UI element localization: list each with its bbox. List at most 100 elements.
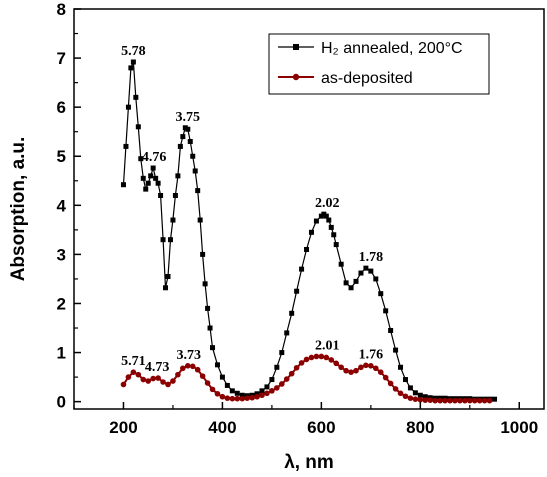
- data-point-as-deposited: [372, 365, 379, 372]
- data-point-h-annealed-200-c: [294, 288, 300, 294]
- data-point-as-deposited: [382, 374, 389, 381]
- data-point-as-deposited: [348, 369, 354, 375]
- peak-label: 3.73: [177, 348, 202, 363]
- peak-label: 1.76: [359, 347, 384, 362]
- data-point-h-annealed-200-c: [165, 273, 171, 279]
- data-point-h-annealed-200-c: [120, 182, 126, 188]
- peak-label: 2.02: [315, 196, 340, 211]
- data-point-as-deposited: [288, 370, 295, 377]
- data-point-h-annealed-200-c: [160, 237, 166, 243]
- data-point-h-annealed-200-c: [398, 364, 404, 370]
- data-point-h-annealed-200-c: [234, 390, 240, 396]
- y-tick-label: 2: [57, 294, 66, 313]
- data-point-h-annealed-200-c: [158, 193, 164, 199]
- data-point-h-annealed-200-c: [130, 59, 136, 65]
- legend-marker-as-deposited: [292, 73, 300, 81]
- data-point-as-deposited: [308, 354, 315, 361]
- data-point-h-annealed-200-c: [313, 218, 319, 224]
- data-point-h-annealed-200-c: [180, 134, 186, 140]
- data-point-h-annealed-200-c: [202, 281, 208, 287]
- data-point-h-annealed-200-c: [373, 276, 379, 282]
- legend-entry-h2-annealed: H₂ annealed, 200°C: [278, 40, 463, 57]
- data-point-as-deposited: [130, 369, 137, 375]
- data-point-as-deposited: [466, 397, 473, 404]
- data-point-as-deposited: [318, 353, 325, 360]
- data-point-as-deposited: [462, 397, 468, 404]
- data-point-as-deposited: [486, 397, 493, 404]
- data-point-as-deposited: [125, 374, 132, 380]
- y-tick-label: 5: [57, 147, 66, 166]
- data-point-h-annealed-200-c: [492, 396, 498, 402]
- data-point-as-deposited: [323, 354, 330, 361]
- data-point-as-deposited: [452, 397, 458, 404]
- data-point-as-deposited: [239, 395, 246, 402]
- data-point-as-deposited: [204, 380, 211, 386]
- data-point-h-annealed-200-c: [279, 350, 285, 356]
- data-point-h-annealed-200-c: [264, 384, 270, 390]
- data-point-as-deposited: [481, 397, 488, 404]
- data-point-h-annealed-200-c: [138, 156, 144, 162]
- data-point-as-deposited: [368, 363, 374, 369]
- data-point-as-deposited: [269, 388, 275, 394]
- data-point-as-deposited: [264, 390, 270, 397]
- x-tick-label: 800: [406, 418, 434, 437]
- data-point-h-annealed-200-c: [170, 217, 176, 223]
- data-point-as-deposited: [407, 395, 414, 402]
- data-point-as-deposited: [397, 390, 404, 397]
- y-tick-label: 8: [57, 0, 66, 19]
- data-point-as-deposited: [422, 397, 429, 403]
- legend-entry-as-deposited: as-deposited: [278, 70, 413, 87]
- data-point-h-annealed-200-c: [177, 143, 183, 149]
- x-axis-title: λ, nm: [284, 452, 334, 473]
- data-point-as-deposited: [283, 376, 290, 382]
- data-point-h-annealed-200-c: [163, 285, 169, 291]
- legend-label-h2-annealed: H₂ annealed, 200°C: [321, 40, 463, 57]
- data-point-h-annealed-200-c: [190, 153, 196, 159]
- data-point-h-annealed-200-c: [210, 345, 216, 351]
- data-point-as-deposited: [417, 396, 424, 403]
- data-point-as-deposited: [471, 397, 478, 404]
- data-point-as-deposited: [209, 386, 216, 393]
- data-point-as-deposited: [442, 397, 448, 404]
- data-point-h-annealed-200-c: [304, 246, 310, 252]
- data-point-h-annealed-200-c: [185, 126, 191, 132]
- data-point-as-deposited: [150, 375, 156, 382]
- data-point-as-deposited: [457, 397, 463, 404]
- data-point-h-annealed-200-c: [128, 65, 134, 71]
- data-point-as-deposited: [447, 397, 453, 404]
- peak-label: 5.71: [121, 354, 146, 369]
- data-point-h-annealed-200-c: [172, 193, 178, 199]
- data-point-as-deposited: [234, 395, 241, 402]
- data-point-h-annealed-200-c: [331, 232, 337, 238]
- data-point-h-annealed-200-c: [348, 285, 354, 291]
- data-point-h-annealed-200-c: [135, 124, 141, 130]
- data-point-h-annealed-200-c: [195, 188, 201, 194]
- peak-label: 5.78: [121, 44, 146, 59]
- data-point-h-annealed-200-c: [412, 390, 418, 396]
- data-point-h-annealed-200-c: [378, 291, 384, 297]
- data-point-as-deposited: [259, 392, 265, 399]
- peak-label: 1.78: [359, 250, 384, 265]
- data-point-as-deposited: [199, 373, 206, 379]
- data-point-h-annealed-200-c: [229, 388, 235, 394]
- data-point-h-annealed-200-c: [143, 186, 149, 192]
- data-point-h-annealed-200-c: [219, 374, 225, 380]
- y-tick-label: 4: [57, 196, 67, 215]
- data-point-as-deposited: [338, 364, 344, 371]
- peak-label: 4.76: [142, 150, 167, 165]
- data-point-h-annealed-200-c: [145, 180, 151, 186]
- plot-frame: [73, 8, 545, 410]
- data-point-h-annealed-200-c: [284, 330, 290, 336]
- data-point-h-annealed-200-c: [197, 217, 203, 223]
- data-point-as-deposited: [298, 360, 305, 366]
- data-point-as-deposited: [387, 380, 394, 387]
- data-point-h-annealed-200-c: [155, 180, 161, 186]
- y-axis: 0 1 2 3 4 5 6 7 8: [57, 0, 81, 412]
- legend-marker-h2-annealed: [293, 44, 299, 50]
- annotation-layer: 5.78 4.76 3.75 2.02 1.78 5.71 4.73 3.73 2.01 1.76: [121, 44, 383, 375]
- legend-box: [268, 33, 490, 95]
- data-point-as-deposited: [249, 394, 255, 401]
- data-point-as-deposited: [184, 363, 191, 369]
- data-point-h-annealed-200-c: [224, 382, 230, 388]
- data-point-as-deposited: [432, 397, 438, 404]
